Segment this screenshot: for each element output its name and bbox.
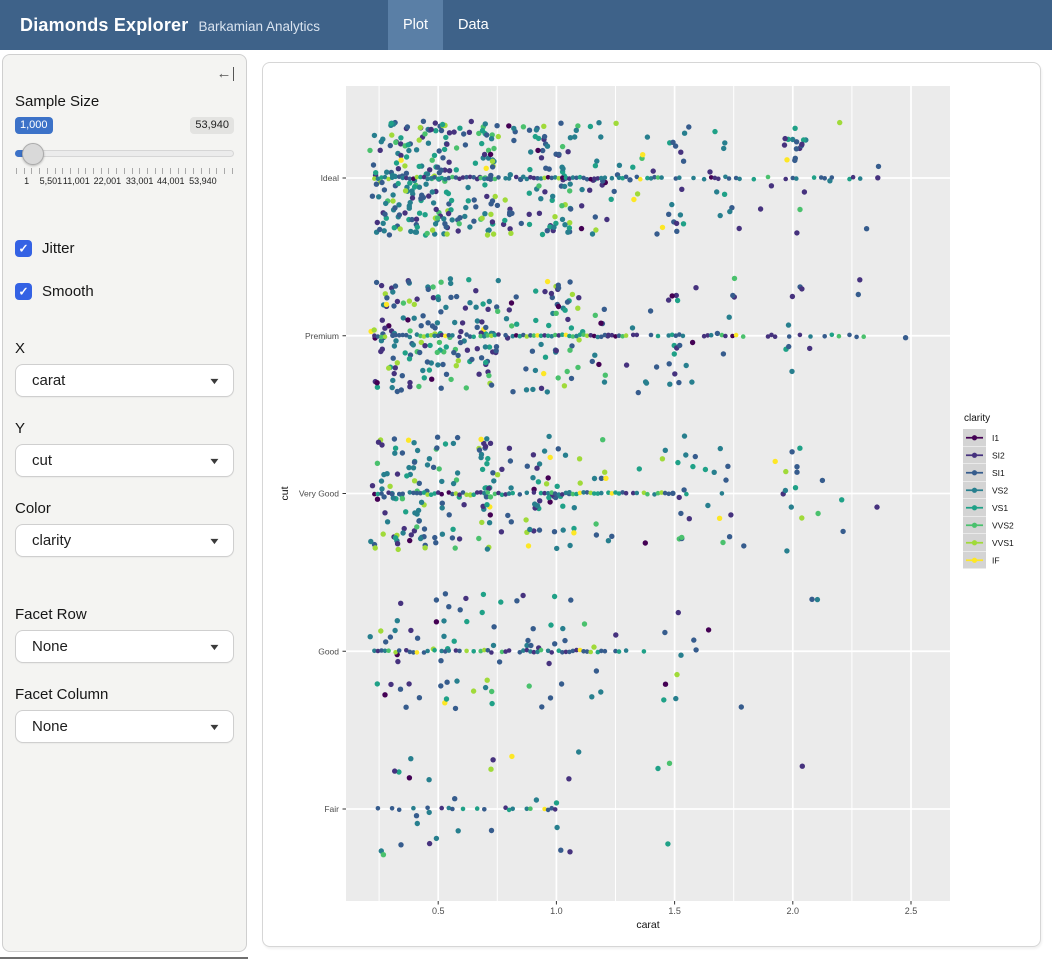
legend-entry: SI1 xyxy=(963,464,1005,481)
plot-card: 0.5 1.0 1.5 2.0 2.5 Ideal Premium Very Good Good… xyxy=(262,62,1041,947)
slider-tick-label: 53,940 xyxy=(189,176,217,186)
legend-entry: VVS2 xyxy=(963,516,1014,534)
svg-text:Very Good: Very Good xyxy=(299,489,339,499)
check-icon: ✓ xyxy=(18,284,29,298)
tab-data[interactable]: Data xyxy=(458,17,489,33)
svg-text:1.5: 1.5 xyxy=(668,906,681,916)
facet-column-select-group: Facet Column None ▼ xyxy=(15,686,234,743)
facet-row-select[interactable]: None ▼ xyxy=(15,630,234,663)
jitter-checkbox[interactable]: ✓ Jitter xyxy=(15,240,234,257)
svg-text:VVS1: VVS1 xyxy=(992,538,1014,548)
y-select-label: Y xyxy=(15,420,26,437)
smooth-label: Smooth xyxy=(42,283,94,300)
slider-handle[interactable] xyxy=(22,143,44,165)
legend-entry: VS1 xyxy=(963,499,1008,516)
app-title: Diamonds Explorer xyxy=(20,14,189,35)
svg-text:2.0: 2.0 xyxy=(787,906,800,916)
color-select[interactable]: clarity ▼ xyxy=(15,524,234,557)
slider-badges: 1,000 53,940 xyxy=(15,117,234,134)
jitter-label: Jitter xyxy=(42,240,75,257)
slider-max-badge: 53,940 xyxy=(190,117,234,134)
tab-plot[interactable]: Plot xyxy=(388,0,443,50)
chevron-down-icon: ▼ xyxy=(207,535,222,546)
legend-entry: IF xyxy=(963,551,1000,569)
sidebar-collapse-icon[interactable]: ← xyxy=(217,63,234,85)
scatter-plot: 0.5 1.0 1.5 2.0 2.5 Ideal Premium Very Good Good… xyxy=(279,86,1014,931)
sidebar: ← Sample Size 1,000 53,940 1 5,501 11,001 2… xyxy=(2,54,247,952)
slider-tick-label: 5,501 xyxy=(39,176,63,186)
svg-text:0.5: 0.5 xyxy=(432,906,445,916)
slider-tick-labels: 1 5,501 11,001 22,001 33,001 44,001 53,940 xyxy=(15,176,234,188)
x-select-value: carat xyxy=(32,372,66,389)
svg-text:Ideal: Ideal xyxy=(321,173,340,183)
jitter-checkbox-box[interactable]: ✓ xyxy=(15,240,32,257)
y-select-value: cut xyxy=(32,452,53,469)
svg-text:Fair: Fair xyxy=(324,804,339,814)
svg-text:1.0: 1.0 xyxy=(550,906,563,916)
check-icon: ✓ xyxy=(18,241,29,255)
svg-text:VVS2: VVS2 xyxy=(992,520,1014,530)
facet-row-select-value: None xyxy=(32,638,68,655)
svg-text:VS1: VS1 xyxy=(992,503,1008,513)
slider-tick-label: 33,001 xyxy=(125,176,154,186)
svg-text:Good: Good xyxy=(318,646,339,656)
svg-text:carat: carat xyxy=(636,919,659,931)
svg-text:cut: cut xyxy=(279,486,291,500)
svg-text:clarity: clarity xyxy=(964,413,990,424)
svg-text:Premium: Premium xyxy=(305,331,339,341)
sample-size-slider[interactable] xyxy=(15,143,234,165)
chevron-down-icon: ▼ xyxy=(207,641,222,652)
smooth-lines-layer xyxy=(372,174,866,813)
color-select-group: Color clarity ▼ xyxy=(15,500,234,557)
slider-tick-label: 11,001 xyxy=(62,176,90,186)
facet-column-select-label: Facet Column xyxy=(15,686,109,703)
slider-track[interactable] xyxy=(15,150,234,157)
facet-row-select-group: Facet Row None ▼ xyxy=(15,606,234,663)
slider-tick-label: 1 xyxy=(24,176,30,186)
slider-value-badge: 1,000 xyxy=(15,117,53,134)
x-select-label: X xyxy=(15,340,26,357)
chevron-down-icon: ▼ xyxy=(207,375,222,386)
svg-text:SI1: SI1 xyxy=(992,468,1005,478)
legend-entry: SI2 xyxy=(963,446,1005,464)
points-layer xyxy=(367,118,909,858)
chevron-down-icon: ▼ xyxy=(207,721,222,732)
axes: 0.5 1.0 1.5 2.0 2.5 Ideal Premium Very Good Good… xyxy=(279,173,917,931)
x-select-group: X carat ▼ xyxy=(15,340,234,397)
window-bottom-edge xyxy=(0,957,248,959)
legend-entry: VS2 xyxy=(963,481,1008,499)
slider-tick-label: 22,001 xyxy=(93,176,122,186)
legend-entry: VVS1 xyxy=(963,534,1014,551)
smooth-checkbox-box[interactable]: ✓ xyxy=(15,283,32,300)
y-select[interactable]: cut ▼ xyxy=(15,444,234,477)
svg-text:SI2: SI2 xyxy=(992,450,1005,460)
svg-text:IF: IF xyxy=(992,555,1000,565)
slider-tick-label: 44,001 xyxy=(156,176,185,186)
color-select-value: clarity xyxy=(32,532,72,549)
y-select-group: Y cut ▼ xyxy=(15,420,234,477)
sample-size-label: Sample Size xyxy=(15,93,100,110)
nav-tabs: Plot Data xyxy=(388,0,504,50)
app-header: Diamonds Explorer Barkamian Analytics Pl… xyxy=(0,0,1052,50)
app-subtitle: Barkamian Analytics xyxy=(198,18,321,34)
svg-text:VS2: VS2 xyxy=(992,485,1008,495)
sidebar-collapse-row: ← xyxy=(15,63,234,85)
smooth-checkbox[interactable]: ✓ Smooth xyxy=(15,283,234,300)
facet-column-select-value: None xyxy=(32,718,68,735)
color-select-label: Color xyxy=(15,500,51,517)
slider-ticks xyxy=(15,168,234,174)
x-select[interactable]: carat ▼ xyxy=(15,364,234,397)
facet-row-select-label: Facet Row xyxy=(15,606,87,623)
legend-entry: I1 xyxy=(963,429,999,446)
svg-text:I1: I1 xyxy=(992,433,999,443)
svg-text:2.5: 2.5 xyxy=(905,906,918,916)
brand: Diamonds Explorer Barkamian Analytics xyxy=(0,15,320,36)
chevron-down-icon: ▼ xyxy=(207,455,222,466)
facet-column-select[interactable]: None ▼ xyxy=(15,710,234,743)
